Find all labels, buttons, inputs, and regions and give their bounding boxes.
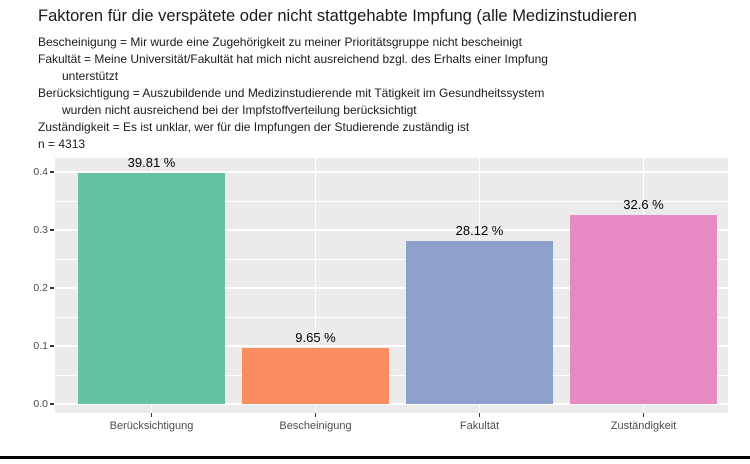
chart-title: Faktoren für die verspätete oder nicht s… [38,7,637,25]
gridline-major [55,229,728,231]
gridline-major [55,287,728,289]
x-axis-tick-label: Berücksichtigung [109,420,194,432]
subtitle-line: Zuständigkeit = Es ist unklar, wer für d… [38,120,470,134]
gridline-minor [55,200,728,202]
x-axis-tick-label: Zuständigkeit [610,420,677,432]
bar-value-label: 28.12 % [455,222,504,238]
bar-Fakultät [406,240,553,404]
bar-value-label: 32.6 % [623,196,664,212]
bar-value-label: 39.81 % [127,158,176,171]
bar-Berücksichtigung [78,173,225,404]
gridline-vertical [314,158,317,413]
gridline-major [55,403,728,405]
gridline-minor [55,374,728,376]
subtitle-line: unterstützt [62,69,119,83]
chart-subtitle: Bescheinigung = Mir wurde eine Zugehörig… [38,34,750,153]
chart-panel: 39.81 % 9.65 % 28.12 % 32.6 % [55,158,728,413]
bar-value-label: 9.65 % [295,330,336,346]
y-axis-tick-label: 0.0 [33,398,48,410]
y-axis-tick-label: 0.4 [33,166,48,178]
x-axis-tick-mark [314,413,317,417]
bar-Bescheinigung [242,348,389,404]
x-axis-tick-label: Bescheinigung [279,420,352,432]
y-axis-tick-mark [50,229,54,231]
y-axis-tick-mark [50,403,54,405]
x-axis-tick-label: Fakultät [459,420,500,432]
subtitle-line: Fakultät = Meine Universität/Fakultät ha… [38,52,548,66]
gridline-major [55,171,728,173]
y-axis-tick-label: 0.1 [33,340,48,352]
y-axis-tick-label: 0.3 [33,224,48,236]
x-axis-tick-mark [642,413,645,417]
subtitle-line: n = 4313 [38,137,86,151]
bottom-rule [0,456,750,459]
x-axis-tick-mark [150,413,153,417]
gridline-major [55,345,728,347]
y-axis-tick-mark [50,345,54,347]
subtitle-line: wurden nicht ausreichend bei der Impfsto… [62,103,417,117]
gridline-minor [55,316,728,318]
y-axis-tick-mark [50,171,54,173]
x-axis-tick-mark [478,413,481,417]
subtitle-line: Bescheinigung = Mir wurde eine Zugehörig… [38,35,522,49]
y-axis-tick-label: 0.2 [33,282,48,294]
bar-Zuständigkeit [570,214,717,404]
subtitle-line: Berücksichtigung = Auszubildende und Med… [38,86,545,100]
y-axis-tick-mark [50,287,54,289]
gridline-minor [55,258,728,260]
